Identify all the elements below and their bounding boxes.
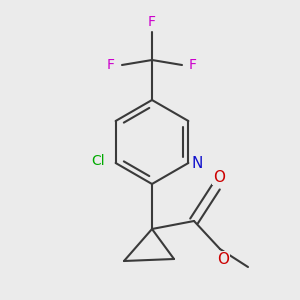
Text: O: O <box>217 251 229 266</box>
Text: F: F <box>189 58 197 72</box>
Text: Cl: Cl <box>91 154 104 168</box>
Text: O: O <box>213 169 225 184</box>
Text: F: F <box>107 58 115 72</box>
Text: N: N <box>192 155 203 170</box>
Text: F: F <box>148 15 156 29</box>
